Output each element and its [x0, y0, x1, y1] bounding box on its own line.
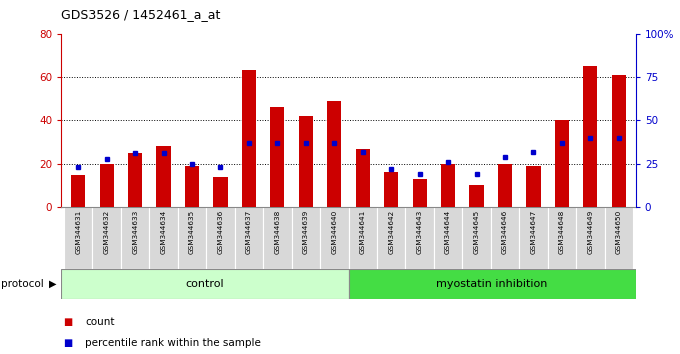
- Bar: [185, 166, 199, 207]
- Bar: [292, 207, 320, 269]
- Text: GSM344649: GSM344649: [588, 210, 593, 254]
- Bar: [349, 269, 636, 299]
- Bar: [214, 177, 228, 207]
- Bar: [413, 179, 427, 207]
- Bar: [462, 207, 491, 269]
- Text: GSM344643: GSM344643: [417, 210, 422, 254]
- Text: GDS3526 / 1452461_a_at: GDS3526 / 1452461_a_at: [61, 8, 220, 21]
- Bar: [405, 207, 434, 269]
- Text: GSM344641: GSM344641: [360, 210, 366, 254]
- Bar: [128, 153, 142, 207]
- Bar: [441, 164, 455, 207]
- Text: GSM344642: GSM344642: [388, 210, 394, 254]
- Bar: [526, 166, 541, 207]
- Text: ■: ■: [63, 317, 73, 327]
- Text: GSM344639: GSM344639: [303, 210, 309, 254]
- Bar: [320, 207, 349, 269]
- Text: protocol: protocol: [1, 279, 44, 289]
- Bar: [384, 172, 398, 207]
- Text: GSM344634: GSM344634: [160, 210, 167, 254]
- Bar: [92, 207, 121, 269]
- Text: GSM344648: GSM344648: [559, 210, 565, 254]
- Text: GSM344646: GSM344646: [502, 210, 508, 254]
- Bar: [61, 269, 349, 299]
- Bar: [121, 207, 150, 269]
- Bar: [491, 207, 519, 269]
- Bar: [206, 207, 235, 269]
- Text: ▶: ▶: [49, 279, 56, 289]
- Bar: [377, 207, 405, 269]
- Bar: [576, 207, 605, 269]
- Text: GSM344636: GSM344636: [218, 210, 224, 254]
- Bar: [519, 207, 547, 269]
- Text: GSM344632: GSM344632: [104, 210, 109, 254]
- Bar: [270, 107, 284, 207]
- Text: count: count: [85, 317, 114, 327]
- Bar: [555, 120, 569, 207]
- Text: myostatin inhibition: myostatin inhibition: [437, 279, 548, 289]
- Bar: [64, 207, 92, 269]
- Bar: [263, 207, 292, 269]
- Bar: [99, 164, 114, 207]
- Text: GSM344644: GSM344644: [445, 210, 451, 254]
- Bar: [156, 147, 171, 207]
- Text: GSM344637: GSM344637: [246, 210, 252, 254]
- Bar: [498, 164, 512, 207]
- Bar: [327, 101, 341, 207]
- Bar: [150, 207, 178, 269]
- Text: ■: ■: [63, 338, 73, 348]
- Text: GSM344650: GSM344650: [615, 210, 622, 254]
- Text: GSM344645: GSM344645: [473, 210, 479, 254]
- Bar: [299, 116, 313, 207]
- Bar: [235, 207, 263, 269]
- Bar: [178, 207, 206, 269]
- Text: GSM344638: GSM344638: [275, 210, 280, 254]
- Bar: [583, 66, 598, 207]
- Bar: [434, 207, 462, 269]
- Bar: [242, 70, 256, 207]
- Text: GSM344633: GSM344633: [132, 210, 138, 254]
- Bar: [356, 149, 370, 207]
- Bar: [611, 75, 626, 207]
- Text: control: control: [186, 279, 224, 289]
- Bar: [605, 207, 633, 269]
- Text: GSM344640: GSM344640: [331, 210, 337, 254]
- Bar: [71, 175, 86, 207]
- Text: percentile rank within the sample: percentile rank within the sample: [85, 338, 261, 348]
- Bar: [348, 207, 377, 269]
- Text: GSM344647: GSM344647: [530, 210, 537, 254]
- Bar: [547, 207, 576, 269]
- Bar: [469, 185, 483, 207]
- Text: GSM344631: GSM344631: [75, 210, 82, 254]
- Text: GSM344635: GSM344635: [189, 210, 195, 254]
